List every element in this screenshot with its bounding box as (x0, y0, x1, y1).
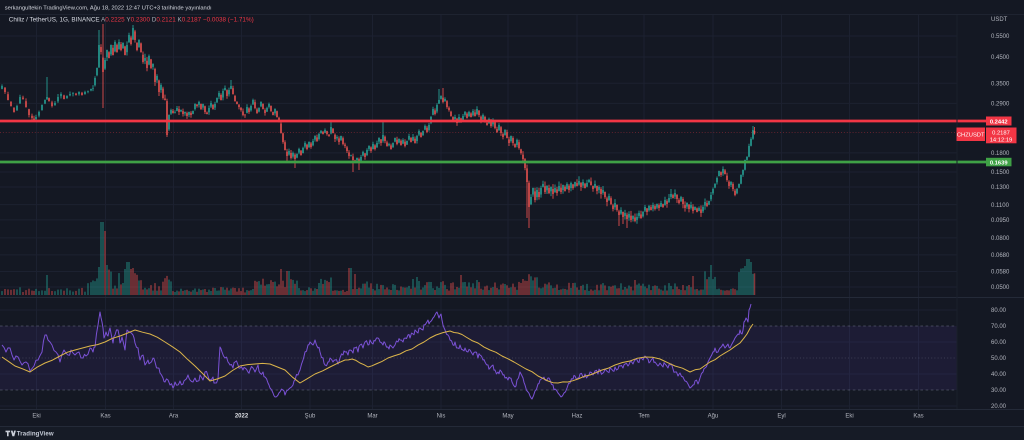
svg-text:Tem: Tem (638, 414, 649, 420)
svg-text:0.1500: 0.1500 (991, 170, 1010, 176)
svg-text:0.1100: 0.1100 (991, 203, 1010, 209)
svg-text:0.0950: 0.0950 (991, 218, 1010, 224)
svg-text:30.00: 30.00 (991, 388, 1007, 394)
svg-text:0.2900: 0.2900 (991, 102, 1010, 108)
svg-text:80.00: 80.00 (991, 308, 1007, 314)
svg-text:0.2442: 0.2442 (990, 119, 1008, 125)
svg-text:Chiliz / TetherUS, 1G, BINANCE: Chiliz / TetherUS, 1G, BINANCE A0.2225 Y… (9, 16, 254, 23)
svg-text:0.0680: 0.0680 (991, 253, 1010, 259)
svg-text:0.5500: 0.5500 (991, 34, 1010, 40)
svg-text:70.00: 70.00 (991, 324, 1007, 330)
svg-text:20.00: 20.00 (991, 404, 1007, 410)
svg-text:0.1639: 0.1639 (990, 161, 1009, 167)
svg-text:USDT: USDT (991, 17, 1008, 23)
svg-text:Ağu: Ağu (708, 414, 719, 420)
svg-text:CHZUSDT: CHZUSDT (957, 133, 985, 139)
svg-text:60.00: 60.00 (991, 340, 1007, 346)
svg-text:0.2187: 0.2187 (992, 130, 1010, 136)
svg-text:Eyl: Eyl (777, 414, 785, 420)
svg-text:40.00: 40.00 (991, 372, 1007, 378)
svg-text:Kas: Kas (913, 414, 923, 420)
svg-text:Eki: Eki (845, 414, 853, 420)
svg-text:0.3500: 0.3500 (991, 82, 1010, 88)
svg-text:TradingView: TradingView (17, 431, 54, 438)
svg-text:0.0800: 0.0800 (991, 236, 1010, 242)
svg-text:serkangultekin TradingView.com: serkangultekin TradingView.com, Ağu 18, … (5, 6, 212, 12)
svg-text:Nis: Nis (437, 414, 446, 420)
svg-text:2022: 2022 (235, 414, 249, 420)
svg-text:Ara: Ara (169, 414, 179, 420)
svg-text:May: May (502, 414, 513, 420)
svg-text:Şub: Şub (305, 414, 316, 420)
svg-text:Haz: Haz (572, 414, 583, 420)
svg-text:Kas: Kas (100, 414, 110, 420)
svg-text:14:12:19: 14:12:19 (990, 138, 1013, 144)
svg-text:0.0580: 0.0580 (991, 270, 1010, 276)
svg-text:Mar: Mar (367, 414, 377, 420)
svg-text:Eki: Eki (32, 414, 40, 420)
svg-text:50.00: 50.00 (991, 356, 1007, 362)
svg-text:0.1800: 0.1800 (991, 151, 1010, 157)
svg-text:0.4500: 0.4500 (991, 55, 1010, 61)
svg-text:0.1300: 0.1300 (991, 185, 1010, 191)
svg-text:0.0500: 0.0500 (991, 285, 1010, 291)
